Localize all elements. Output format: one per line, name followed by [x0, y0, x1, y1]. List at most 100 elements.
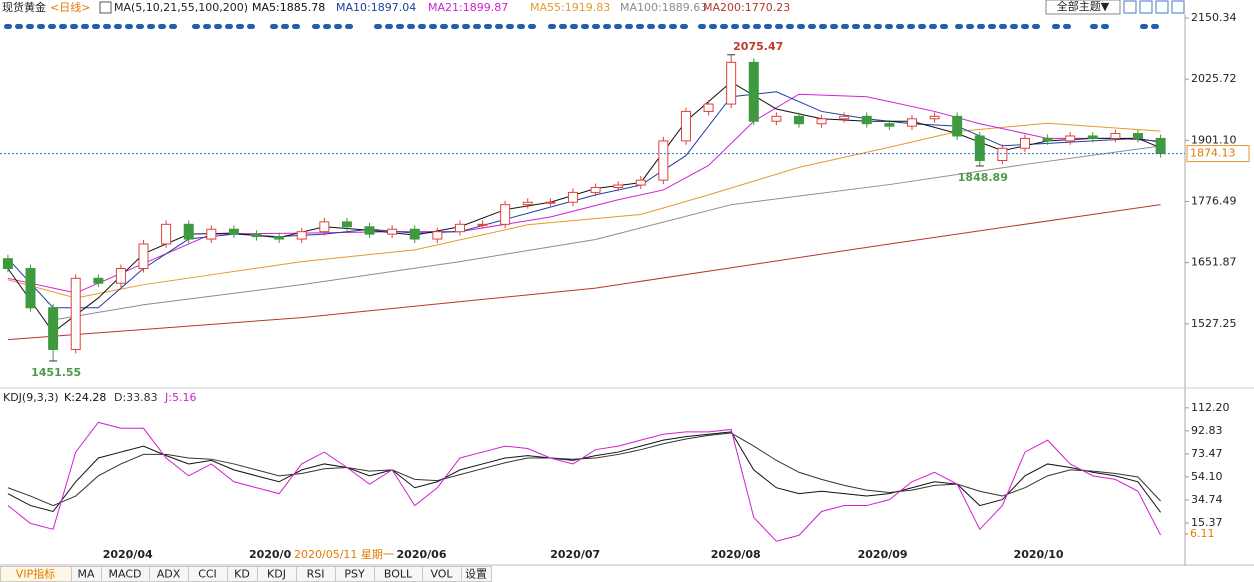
event-pill — [786, 24, 794, 29]
y-tick-label: 73.47 — [1191, 447, 1223, 460]
event-pill — [955, 24, 963, 29]
event-pill — [158, 24, 166, 29]
candle-body — [906, 118, 917, 127]
y-tick-label: 1901.10 — [1191, 133, 1237, 146]
toolbar-tab-label[interactable]: ADX — [157, 568, 181, 581]
ma-icon — [99, 1, 112, 14]
event-pill — [896, 24, 904, 29]
candle-body — [635, 179, 646, 186]
event-pill — [506, 24, 514, 29]
event-pill — [473, 24, 481, 29]
candle-body — [726, 61, 737, 105]
event-pill — [907, 24, 915, 29]
event-pill — [698, 24, 706, 29]
toolbar-tab-label[interactable]: 设置 — [465, 568, 487, 581]
event-pill — [808, 24, 816, 29]
extreme-label: 2075.47 — [733, 40, 783, 53]
toolbar-tab-label[interactable]: BOLL — [384, 568, 413, 581]
candle-body — [590, 187, 601, 193]
event-strip — [4, 24, 1159, 29]
candle-body — [206, 228, 217, 240]
candle-body — [1110, 133, 1121, 139]
toolbar-tab-label[interactable]: RSI — [307, 568, 325, 581]
event-pill — [819, 24, 827, 29]
candle-body — [1065, 135, 1076, 142]
candle-body — [1019, 137, 1030, 149]
y-tick-label: 92.83 — [1191, 424, 1223, 437]
x-tick-label: 2020/06 — [397, 548, 447, 561]
event-pill — [345, 24, 353, 29]
candle-body — [1042, 137, 1053, 142]
candle-body — [974, 135, 985, 162]
legend-entry: J:5.16 — [164, 391, 196, 404]
candle-body — [387, 228, 398, 235]
crosshair-bg — [293, 548, 397, 562]
toolbar-tab-label[interactable]: PSY — [344, 568, 365, 581]
candle-body — [1155, 137, 1166, 155]
event-pill — [614, 24, 622, 29]
theme-button-label[interactable]: 全部主题▼ — [1057, 0, 1110, 13]
candle-body — [25, 267, 36, 309]
candle-body — [115, 267, 126, 284]
event-pill — [203, 24, 211, 29]
last-price-box — [1186, 145, 1250, 163]
event-pill — [48, 24, 56, 29]
x-tick-label: 2020/08 — [711, 548, 761, 561]
legend-entry: MA5:1885.78 — [252, 1, 325, 14]
event-pill — [680, 24, 688, 29]
period: <日线> — [50, 0, 90, 14]
event-pill — [114, 24, 122, 29]
candle-body — [341, 221, 352, 228]
candle-body — [748, 61, 759, 122]
event-pill — [247, 24, 255, 29]
event-pill — [852, 24, 860, 29]
event-pill — [977, 24, 985, 29]
event-pill — [281, 24, 289, 29]
event-pill — [709, 24, 717, 29]
candle-body — [1132, 133, 1143, 139]
candle-body — [409, 228, 420, 240]
event-pill — [440, 24, 448, 29]
event-pill — [462, 24, 470, 29]
toolbar-tab-label[interactable]: MA — [77, 568, 94, 581]
toolbar-tab-label[interactable]: MACD — [109, 568, 142, 581]
event-pill — [528, 24, 536, 29]
candle-body — [703, 103, 714, 112]
candle-body — [500, 204, 511, 225]
event-pill — [214, 24, 222, 29]
event-pill — [37, 24, 45, 29]
candle-body — [613, 184, 624, 189]
kdj-line — [7, 431, 1161, 513]
candle-body — [839, 115, 850, 120]
candle-body — [522, 201, 533, 206]
extreme-label: 1451.55 — [31, 366, 81, 379]
x-tick-label: 2020/09 — [858, 548, 908, 561]
event-pill — [548, 24, 556, 29]
theme-button[interactable] — [1045, 0, 1121, 15]
window-icons[interactable] — [1123, 0, 1185, 14]
toolbar-tab-label[interactable]: VOL — [430, 568, 453, 581]
candle-body — [793, 115, 804, 125]
ma-line — [53, 145, 1161, 321]
y-tick-label: 2025.72 — [1191, 72, 1237, 85]
toolbar-tab-label[interactable]: VIP指标 — [16, 567, 55, 581]
ma-line — [7, 204, 1161, 341]
kdj-title: KDJ(9,3,3) — [3, 391, 59, 404]
event-pill — [841, 24, 849, 29]
toolbar-tab-label[interactable]: CCI — [198, 568, 217, 581]
event-pill — [270, 24, 278, 29]
legend-entry: MA21:1899.87 — [428, 1, 508, 14]
candle-body — [884, 123, 895, 127]
candle-body — [771, 115, 782, 122]
event-pill — [559, 24, 567, 29]
toolbar-tab-label[interactable]: KDJ — [267, 568, 286, 581]
event-pill — [1010, 24, 1018, 29]
event-pill — [125, 24, 133, 29]
crosshair-label: 2020/05/11 星期一 — [294, 548, 394, 561]
candle-body — [861, 115, 872, 125]
toolbar-tab-label[interactable]: KD — [234, 568, 250, 581]
event-pill — [4, 24, 12, 29]
event-pill — [15, 24, 23, 29]
kdj-line — [7, 432, 1161, 507]
